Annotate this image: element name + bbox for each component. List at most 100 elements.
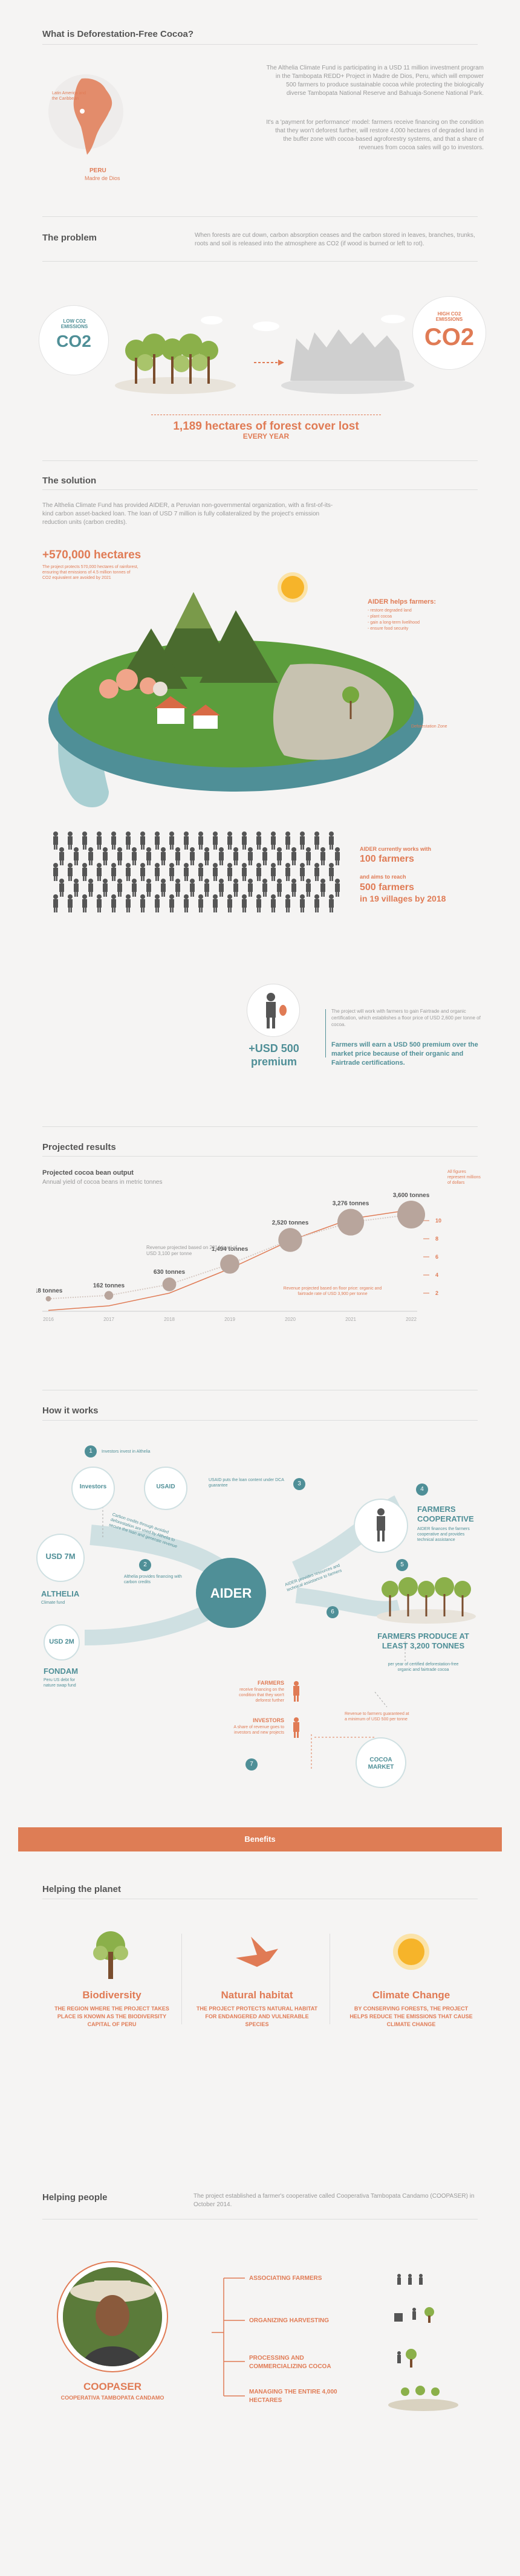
people-item-3: MANAGING THE ENTIRE 4,000 HECTARES [249, 2389, 337, 2404]
farmer-figure [103, 879, 108, 897]
farmer-figure [320, 847, 325, 865]
aider-label: AIDER [210, 1586, 252, 1601]
farmer-figure [248, 879, 253, 897]
high-emission-label: HIGH CO2 EMISSIONS [435, 311, 463, 322]
farmer-figure [169, 894, 174, 912]
problem-title: The problem [42, 233, 97, 243]
solution-title: The solution [42, 476, 97, 486]
low-co2-text: CO2 [56, 332, 91, 350]
habitat-title: Natural habitat [221, 1989, 293, 2001]
premium-amount: +USD 500 premium [249, 1042, 299, 1068]
farmer-figure [219, 847, 224, 865]
aims-text: and aims to reach [360, 874, 406, 880]
output-label: 3,600 tonnes [393, 1192, 430, 1199]
farmer-figure [111, 831, 116, 850]
farmer-figure [242, 831, 247, 850]
step-2-badge: 2 [139, 1559, 151, 1571]
farmer-figure [314, 863, 319, 881]
farmer-figure [68, 863, 73, 881]
farmer-figure [233, 879, 238, 897]
how-title: How it works [42, 1406, 99, 1416]
farmer-figure [233, 847, 238, 865]
chart-subtitle: Annual yield of cocoa beans in metric to… [42, 1179, 163, 1186]
forest-loss-illustration [115, 315, 414, 394]
hectares-sub: The project protects 570,000 hectares of… [42, 565, 138, 580]
fondam-circle [44, 1624, 80, 1661]
farmer-figure [213, 894, 218, 912]
people-item-icons [388, 2274, 458, 2411]
farmer-figure [68, 831, 73, 850]
investors-cap-text: A share of revenue goes to investors and… [233, 1725, 284, 1735]
farmer-figure [300, 894, 305, 912]
farmer-figure [271, 894, 276, 912]
chart-title: Projected cocoa bean output [42, 1169, 134, 1177]
right-tick-label: 8 [435, 1236, 438, 1242]
farmer-figure [248, 847, 253, 865]
low-emission-circle [39, 305, 109, 375]
x-tick-label: 2017 [103, 1317, 114, 1322]
output-point [162, 1277, 177, 1291]
farmer-figure [227, 831, 232, 850]
aider-helps-title: AIDER helps farmers: [368, 598, 437, 605]
farmer-figure [82, 831, 87, 850]
step-7-badge: 7 [245, 1758, 258, 1771]
farmer-figure [277, 879, 282, 897]
farmer-figure [146, 879, 151, 897]
farmer-figure [155, 894, 160, 912]
output-label: 3,276 tonnes [333, 1201, 369, 1207]
farmer-figure [227, 894, 232, 912]
usd-7m: USD 7M [45, 1552, 76, 1561]
investors-label: Investors [79, 1483, 107, 1490]
farmer-figure [219, 879, 224, 897]
climate-title: Climate Change [372, 1989, 450, 2001]
althelia-sub: Climate fund [41, 1601, 65, 1605]
forest-loss-sub: EVERY YEAR [242, 432, 290, 441]
farmer-figure [140, 894, 145, 912]
farmer-figure [256, 863, 261, 881]
farmer-figure [271, 831, 276, 850]
output-label: 18 tonnes [36, 1288, 63, 1294]
solution-text: The Althelia Climate Fund has provided A… [42, 502, 333, 526]
farmer-icon [266, 993, 287, 1028]
farmer-figure [97, 831, 102, 850]
right-tick-label: 2 [435, 1290, 438, 1296]
investors-cap: INVESTORS [253, 1717, 284, 1723]
step-6-badge: 6 [327, 1606, 339, 1618]
tree-icon [93, 1931, 128, 1979]
coop-farmer-icon [377, 1508, 385, 1541]
peru-label: PERU [89, 167, 106, 174]
farmer-figure [213, 831, 218, 850]
farmer-figure [190, 879, 195, 897]
investor-small-icon [293, 1717, 299, 1738]
x-tick-label: 2021 [345, 1317, 356, 1322]
farmer-figure [256, 894, 261, 912]
farmer-figure [146, 847, 151, 865]
sun-icon [281, 576, 304, 599]
planet-title: Helping the planet [42, 1884, 122, 1894]
bird-icon [236, 1937, 278, 1967]
farmer-figure [335, 847, 340, 865]
step-3-badge: 3 [293, 1478, 305, 1490]
farmer-figure [184, 831, 189, 850]
farmer-figure [97, 863, 102, 881]
people-item-1: ORGANIZING HARVESTING [249, 2317, 330, 2324]
map-label: Latin America and the Caribbean [52, 91, 86, 101]
people-title: Helping people [42, 2192, 108, 2203]
cocoa-output-chart: 2 4 6 8 10 18 tonnes 2016 162 tonnes 2017 630 ton… [36, 1192, 441, 1322]
x-tick-label: 2019 [224, 1317, 235, 1322]
high-emission-circle [412, 296, 486, 370]
farmer-figure [262, 847, 267, 865]
villages-text: in 19 villages by 2018 [360, 894, 446, 903]
aider-circle [196, 1558, 266, 1628]
farmer-figure [300, 863, 305, 881]
aider-helps-2: - gain a long-term livelihood [368, 621, 420, 625]
deforestation-zone-label: Deforestation Zone [411, 725, 447, 729]
coop-title: FARMERS COOPERATIVE [417, 1505, 474, 1523]
farmer-figure [329, 894, 334, 912]
fondam-label: FONDAM [44, 1667, 79, 1676]
farmer-figure [291, 847, 296, 865]
farmer-figure [117, 847, 122, 865]
farmers-500: 500 farmers [360, 882, 414, 893]
usaid-circle [144, 1467, 187, 1510]
problem-text: When forests are cut down, carbon absorp… [195, 232, 475, 247]
